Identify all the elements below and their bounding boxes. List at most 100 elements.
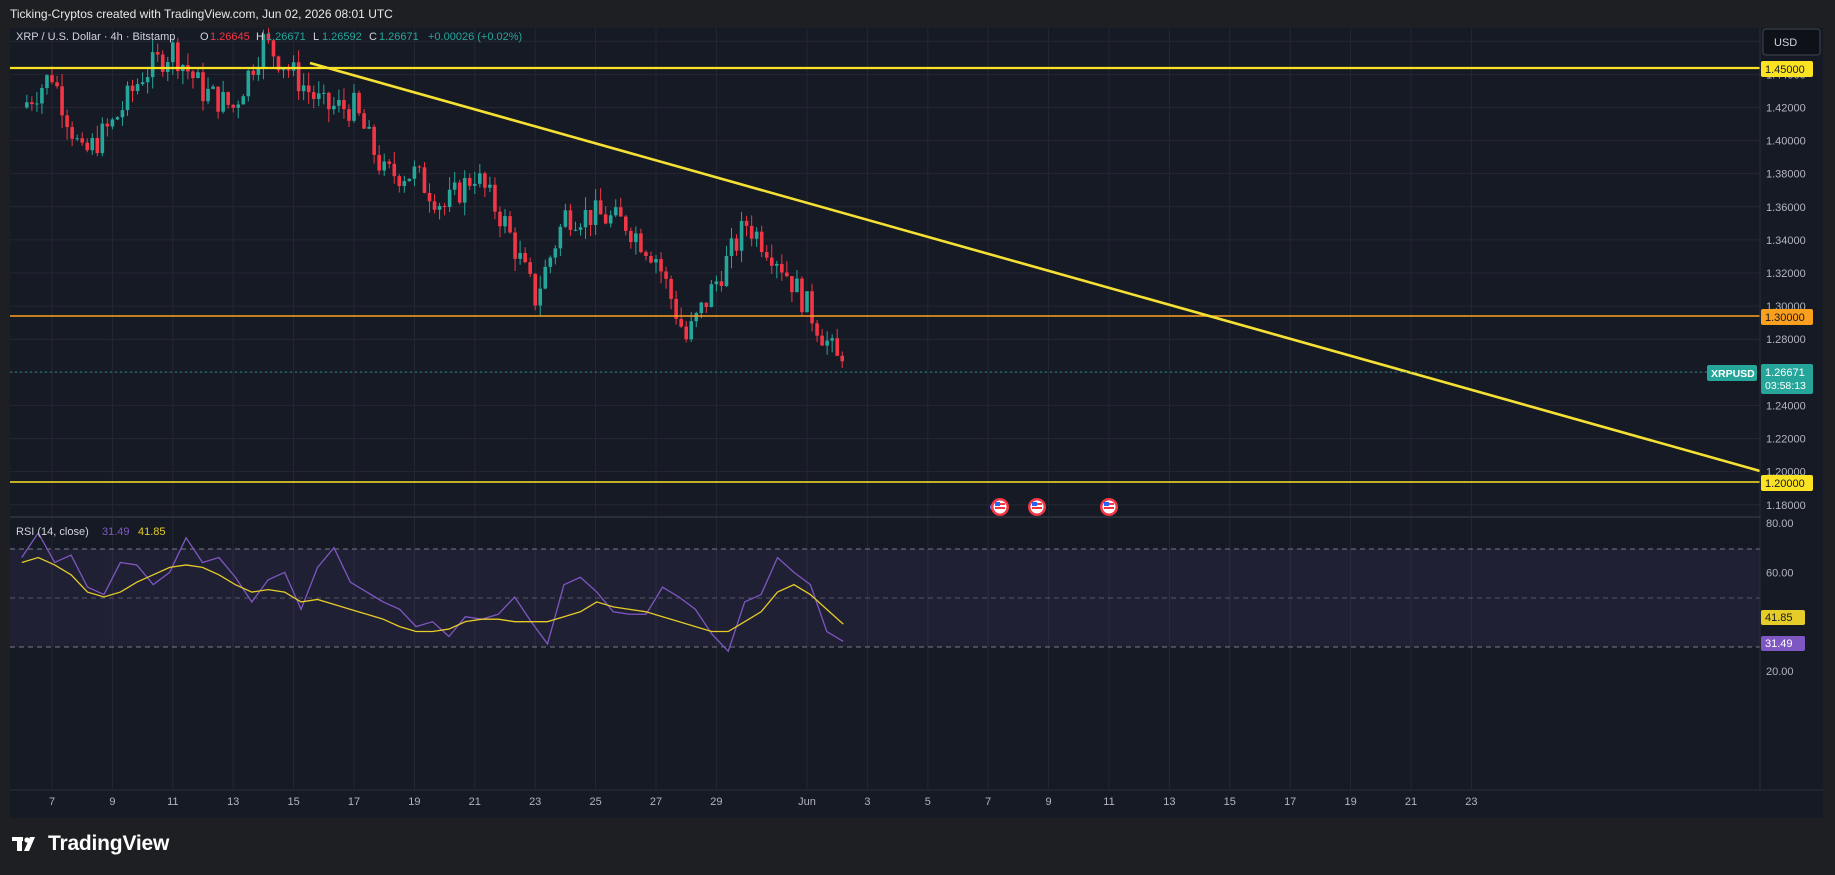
candle-body [110,119,115,127]
candle-body [65,115,69,128]
price-tick-label: 1.42000 [1766,102,1806,114]
candle-body [342,99,346,110]
price-tick-label: 1.36000 [1766,202,1806,214]
tradingview-logo[interactable]: TradingView [12,832,169,856]
candle-body [276,56,281,71]
close-value: 1.26671 [379,31,419,43]
time-axis-ticks[interactable]: 7 9 11 13 15 17 19 21 23 25 27 29 Jun 3 5 7 9 11 13 15 17 19 2… [49,796,1478,808]
candle-body [719,281,724,287]
rsi-ma-tag[interactable]: 41.85 [1761,610,1805,625]
price-tick-label: 1.18000 [1766,500,1806,512]
us-flag-icon[interactable] [1028,498,1046,516]
candle-body [709,284,714,308]
candle-body [785,272,789,277]
candle-body [211,86,215,89]
time-tick-label: 17 [348,796,360,808]
candle-body [347,109,351,121]
price-tick-label: 1.24000 [1766,400,1806,412]
candle-body [327,92,331,110]
time-tick-label: 7 [49,796,55,808]
candle-body [679,318,683,327]
candle-body [226,92,230,105]
chart-area[interactable]: 1.460001.440001.420001.400001.380001.360… [10,28,1823,818]
candle-body [45,75,49,89]
candles [25,28,845,368]
symbol-title[interactable]: XRP / U.S. Dollar · 4h · Bitstamp [16,31,175,43]
candle-body [176,42,180,72]
candle-body [669,278,673,299]
price-chart[interactable]: 1.460001.440001.420001.400001.380001.360… [10,28,1823,818]
candle-body [160,54,165,72]
us-flag-icon[interactable] [991,498,1009,516]
candle-body [135,84,140,92]
grid-lines [10,28,1760,790]
rsi-tag-text: 31.49 [1765,638,1793,650]
rsi-axis-ticks: 80.00 60.00 20.00 [1766,518,1794,678]
price-tag-120-text: 1.20000 [1765,478,1805,490]
currency-button[interactable]: USD [1762,28,1821,56]
candle-body [246,70,251,97]
candle-body [100,123,105,154]
candle-body [80,138,84,143]
candle-body [191,71,195,79]
candle-body [402,181,407,187]
candle-body [795,278,799,293]
candle-body [306,85,311,93]
candle-body [281,69,286,71]
price-axis-ticks: 1.460001.440001.420001.400001.380001.360… [1766,36,1806,512]
candle-body [764,252,769,258]
candle-body [578,227,583,230]
candle-body [422,167,427,193]
candle-body [694,313,699,322]
candle-body [543,266,548,289]
last-price-tag[interactable]: 1.26671 03:58:13 [1761,364,1813,394]
candle-body [55,82,59,87]
candle-body [206,88,210,102]
candle-body [140,82,145,85]
candle-body [216,86,220,112]
time-tick-label: 9 [1046,796,1052,808]
change-value: +0.00026 (+0.02%) [428,31,522,43]
ticker-tag[interactable]: XRPUSD [1707,365,1757,381]
candle-body [800,278,804,313]
candle-body [261,34,266,67]
candle-body [618,207,623,217]
rsi-tick-label: 60.00 [1766,567,1794,579]
rsi-title[interactable]: RSI (14, close) [16,526,89,538]
candle-body [588,209,593,225]
trendline[interactable] [309,61,1761,473]
time-tick-label: 3 [864,796,870,808]
rsi-tag[interactable]: 31.49 [1761,636,1805,651]
candle-body [598,200,603,215]
candle-body [553,248,558,258]
candle-body [729,238,734,256]
price-axis[interactable] [1760,28,1823,790]
candle-body [810,291,814,324]
candle-body [241,96,246,105]
candle-body [478,173,482,184]
candle-body [337,99,341,106]
candle-body [674,298,678,319]
rsi-line [21,531,844,653]
candle-body [427,192,432,202]
candle-body [357,92,361,114]
candle-body [271,40,276,57]
candle-body [85,142,90,151]
candle-body [634,233,638,243]
rsi-ma-value-label: 41.85 [138,526,166,538]
candle-body [820,335,824,346]
candle-body [739,220,744,251]
candle-body [538,288,543,306]
price-tag-145[interactable]: 1.45000 [1761,61,1813,77]
price-tag-130[interactable]: 1.30000 [1761,309,1813,325]
candle-body [115,117,120,120]
us-flag-icon[interactable] [1100,498,1118,516]
candle-body [322,92,326,94]
candle-body [714,281,719,285]
candle-body [528,262,532,274]
price-tag-120[interactable]: 1.20000 [1761,475,1813,491]
candle-body [407,178,412,182]
time-tick-label: 19 [408,796,420,808]
candle-body [462,178,467,203]
time-tick-label: 17 [1284,796,1296,808]
